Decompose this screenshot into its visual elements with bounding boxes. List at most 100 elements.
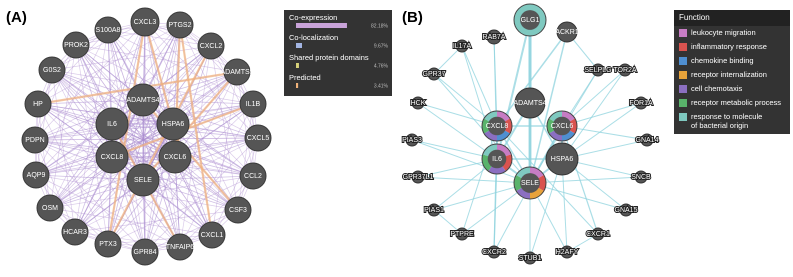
gene-node [520, 10, 540, 30]
edge [107, 29, 212, 47]
edge [417, 102, 498, 160]
edge [75, 44, 259, 139]
edge [34, 137, 259, 141]
gene-node [21, 126, 49, 154]
node-ring [546, 110, 578, 142]
gene-label: PTX3 [99, 241, 117, 248]
gene-node [523, 251, 537, 265]
gene-node [224, 196, 252, 224]
legend-title: Function [679, 13, 710, 22]
edge [237, 103, 254, 211]
gene-label: GLG1 [521, 17, 540, 24]
gene-label: GPR84 [134, 249, 157, 256]
legend-label: cell chemotaxis [691, 84, 743, 93]
edge [142, 99, 254, 105]
gene-label: CCL2 [244, 173, 262, 180]
legend-value: 4.76% [374, 63, 389, 69]
legend-label-line: response to molecule [691, 112, 762, 121]
panel-label: (A) [6, 9, 27, 26]
edge [144, 21, 259, 139]
gene-label: SNCB [631, 174, 651, 181]
legend-swatch [679, 99, 687, 107]
gene-node [487, 116, 507, 136]
edge [49, 44, 77, 209]
gene-label: CXCL6 [164, 154, 187, 161]
gene-node [61, 218, 89, 246]
edge [142, 179, 239, 211]
edge [35, 24, 181, 176]
gene-label: ADAMTS5 [220, 69, 253, 76]
legend-swatch [679, 71, 687, 79]
edge [210, 45, 239, 211]
edge [75, 44, 238, 73]
nodes: CXCL3 PTGS2 CXCL2 ADAMTS5 IL1B CXCL5 CCL2 CSF3 C… [21, 3, 660, 266]
legend-swatch [679, 43, 687, 51]
edge [144, 209, 239, 253]
edge [111, 21, 146, 125]
edge [35, 69, 53, 176]
gene-node [158, 140, 192, 174]
edge [49, 207, 146, 253]
gene-node [619, 203, 633, 217]
gene-node [166, 233, 194, 261]
gene-node [244, 124, 272, 152]
gene-node [95, 140, 129, 174]
gene-node [514, 87, 546, 119]
gene-node [556, 21, 578, 43]
edge [236, 71, 254, 177]
gene-node [640, 133, 654, 147]
edge [529, 176, 642, 184]
gene-node [197, 32, 225, 60]
edge [561, 69, 626, 160]
gene-label: HP [33, 101, 43, 108]
legend-swatch [679, 85, 687, 93]
gene-node [239, 90, 267, 118]
gene-node [36, 194, 64, 222]
gene-label: GPR37L1 [403, 174, 434, 181]
gene-node [411, 96, 425, 110]
gene-node [520, 173, 540, 193]
gene-node [126, 163, 160, 197]
gene-label: SELE [134, 177, 152, 184]
gene-label: G0S2 [43, 67, 61, 74]
gene-label: CXCL8 [486, 123, 509, 130]
legend-label: inflammatory response [691, 42, 767, 51]
edge [529, 31, 568, 184]
edge [144, 156, 176, 253]
edge [174, 71, 238, 158]
gene-label: CXCL8 [101, 154, 124, 161]
gene-node [591, 227, 605, 241]
gene-label: CXCL3 [134, 19, 157, 26]
gene-node [131, 238, 159, 266]
legend-bar [296, 23, 347, 28]
gene-label: AQP9 [27, 172, 46, 179]
edge [111, 156, 239, 211]
gene-node [94, 230, 122, 258]
gene-label: CSF3 [229, 207, 247, 214]
edge [51, 69, 76, 233]
gene-node [24, 90, 52, 118]
legend-label: receptor internalization [691, 70, 767, 79]
gene-node [239, 162, 267, 190]
node-ring [481, 143, 513, 175]
gene-label: STUB1 [519, 255, 542, 262]
gene-label: CXCL5 [247, 135, 270, 142]
legend-label: Shared protein domains [289, 53, 369, 62]
legend-swatch [679, 57, 687, 65]
edge [142, 24, 181, 181]
edge [111, 156, 181, 248]
edge [75, 24, 181, 46]
gene-node [634, 96, 648, 110]
gene-node [126, 83, 160, 117]
gene-label: H2AFY [556, 249, 579, 256]
gene-label: PIAS3 [402, 137, 422, 144]
edge [142, 71, 238, 181]
gene-label: PIAS1 [424, 207, 444, 214]
legend-label: response to molecule of bacterial origin [691, 112, 762, 130]
gene-node [198, 221, 226, 249]
edge [37, 103, 51, 209]
node-ring [481, 110, 513, 142]
gene-node [95, 107, 129, 141]
